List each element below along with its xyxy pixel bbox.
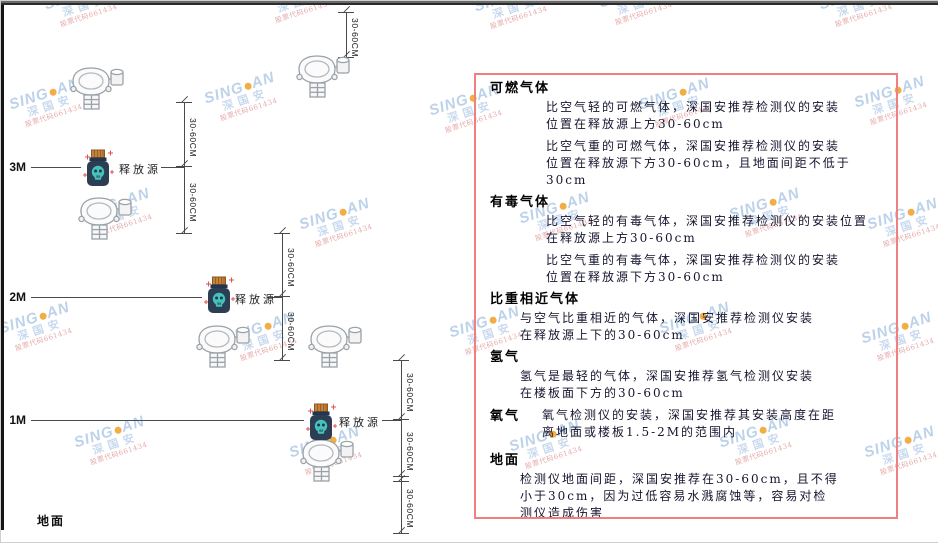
dim-label: 30-60CM: [405, 373, 415, 413]
dim-label: 30-60CM: [286, 248, 296, 288]
gas-detector-icon: [195, 323, 251, 373]
dim-label: 30-60CM: [350, 18, 360, 58]
dim-label: 30-60CM: [188, 118, 198, 158]
dim-tick: [274, 233, 290, 234]
panel-text-line: 位置在释放源下方30-60cm，且地面间距不低于: [546, 156, 851, 170]
panel-paragraph: 比空气重的可燃气体，深国安推荐检测仪的安装 位置在释放源下方30-60cm，且地面…: [546, 138, 884, 189]
panel-text-line: 氧气检测仪的安装，深国安推荐其安装高度在距: [542, 408, 837, 422]
panel-section: 地面检测仪地面间距，深国安推荐在30-60cm，且不得 小于30cm，因为过低容易…: [490, 452, 884, 519]
panel-paragraph: 比空气轻的有毒气体，深国安推荐检测仪的安装位置 在释放源上方30-60cm: [546, 213, 884, 247]
connector-line-1m: [382, 420, 401, 421]
gas-detector-icon: [307, 323, 363, 373]
dim-tick: [176, 102, 192, 103]
panel-sections: 可燃气体比空气轻的可燃气体，深国安推荐检测仪的安装 位置在释放源上方30-60cm…: [490, 80, 884, 519]
panel-section: 氧气 氧气检测仪的安装，深国安推荐其安装高度在距 离地面或楼板1.5-2M的范围内: [490, 407, 884, 446]
release-source-icon: [202, 276, 236, 318]
dim-tick: [274, 296, 290, 297]
release-source-label: 释放源: [339, 416, 381, 429]
dim-tick: [274, 360, 290, 361]
panel-paragraph: 比空气重的有毒气体，深国安推荐检测仪的安装 位置在释放源下方30-60cm: [546, 252, 884, 286]
dim-tick: [176, 166, 192, 167]
dim-tick: [176, 233, 192, 234]
release-source-icon: [81, 149, 115, 191]
panel-text-line: 与空气比重相近的气体，深国安推荐检测仪安装: [520, 311, 815, 325]
dim-line: [401, 360, 402, 534]
panel-section-heading: 有毒气体: [490, 195, 551, 210]
height-ref-line-3m: [31, 167, 81, 168]
release-source-label: 释放源: [235, 293, 277, 306]
panel-text-line: 测仪造成伤害: [520, 506, 605, 519]
panel-text-line: 在释放源上下的30-60cm: [520, 328, 685, 342]
panel-section-heading: 氧气: [490, 409, 521, 424]
connector-line-2m: [267, 297, 282, 298]
dim-label: 30-60CM: [188, 183, 198, 223]
dim-tick: [393, 533, 409, 534]
panel-paragraph: 与空气比重相近的气体，深国安推荐检测仪安装 在释放源上下的30-60cm: [520, 310, 884, 344]
floor-line: [1, 3, 938, 5]
panel-section-heading: 比重相近气体: [490, 292, 581, 307]
panel-text-line: 位置在释放源上方30-60cm: [546, 117, 725, 131]
height-ref-line-1m: [31, 420, 304, 421]
height-label-2m: 2M: [9, 290, 26, 304]
height-label-1m: 1M: [9, 413, 26, 427]
info-panel: 可燃气体比空气轻的可燃气体，深国安推荐检测仪的安装 位置在释放源上方30-60cm…: [474, 73, 898, 519]
panel-text-line: 氢气是最轻的气体，深国安推荐氢气检测仪安装: [520, 369, 815, 383]
dim-tick: [393, 481, 409, 482]
panel-text-line: 30cm: [546, 173, 588, 187]
dim-tick: [338, 12, 354, 13]
left-wall-line: [1, 5, 4, 530]
panel-paragraph: 检测仪地面间距，深国安推荐在30-60cm，且不得 小于30cm，因为过低容易水溅…: [520, 471, 884, 519]
dim-tick: [393, 360, 409, 361]
gas-detector-icon: [77, 195, 133, 245]
dim-tick: [393, 419, 409, 420]
dim-line: [184, 102, 185, 234]
gas-detector-icon: [295, 53, 351, 103]
panel-text-line: 离地面或楼板1.5-2M的范围内: [542, 425, 738, 439]
dim-line: [346, 12, 347, 58]
dim-line: [282, 233, 283, 361]
panel-section: 可燃气体比空气轻的可燃气体，深国安推荐检测仪的安装 位置在释放源上方30-60cm…: [490, 80, 884, 189]
panel-paragraph: 氢气是最轻的气体，深国安推荐氢气检测仪安装 在楼板面下方的30-60cm: [520, 368, 884, 402]
panel-text-line: 小于30cm，因为过低容易水溅腐蚀等，容易对检: [520, 489, 828, 503]
panel-section: 氢气氢气是最轻的气体，深国安推荐氢气检测仪安装 在楼板面下方的30-60cm: [490, 349, 884, 402]
connector-line-3m: [161, 167, 184, 168]
panel-paragraph: 比空气轻的可燃气体，深国安推荐检测仪的安装 位置在释放源上方30-60cm: [546, 99, 884, 133]
gas-detector-icon: [69, 65, 125, 115]
release-source-label: 释放源: [119, 163, 161, 176]
height-ref-line-2m: [31, 297, 202, 298]
panel-text-line: 比空气轻的有毒气体，深国安推荐检测仪的安装位置: [546, 214, 869, 228]
panel-section: 比重相近气体与空气比重相近的气体，深国安推荐检测仪安装 在释放源上下的30-60c…: [490, 291, 884, 344]
panel-text-line: 在楼板面下方的30-60cm: [520, 386, 685, 400]
panel-section: 有毒气体比空气轻的有毒气体，深国安推荐检测仪的安装位置 在释放源上方30-60cm…: [490, 194, 884, 286]
panel-text-line: 比空气重的有毒气体，深国安推荐检测仪的安装: [546, 253, 841, 267]
dim-label: 30-60CM: [405, 432, 415, 472]
gas-detector-icon: [299, 437, 355, 487]
panel-section-heading: 地面: [490, 453, 521, 468]
panel-text-line: 在释放源上方30-60cm: [546, 231, 697, 245]
panel-text-line: 比空气重的可燃气体，深国安推荐检测仪的安装: [546, 139, 841, 153]
panel-section-heading: 可燃气体: [490, 81, 551, 96]
dim-label: 30-60CM: [405, 489, 415, 529]
release-source-icon: [304, 403, 338, 445]
dim-label: 30-60CM: [286, 312, 296, 352]
ceiling-line: [1, 1, 938, 3]
panel-text-line: 检测仪地面间距，深国安推荐在30-60cm，且不得: [520, 472, 839, 486]
ground-label: 地面: [37, 514, 66, 528]
panel-paragraph: 氧气检测仪的安装，深国安推荐其安装高度在距 离地面或楼板1.5-2M的范围内: [542, 407, 884, 441]
panel-text-line: 位置在释放源下方30-60cm: [546, 270, 725, 284]
panel-text-line: 比空气轻的可燃气体，深国安推荐检测仪的安装: [546, 100, 841, 114]
height-label-3m: 3M: [9, 160, 26, 174]
panel-section-heading: 氢气: [490, 350, 521, 365]
